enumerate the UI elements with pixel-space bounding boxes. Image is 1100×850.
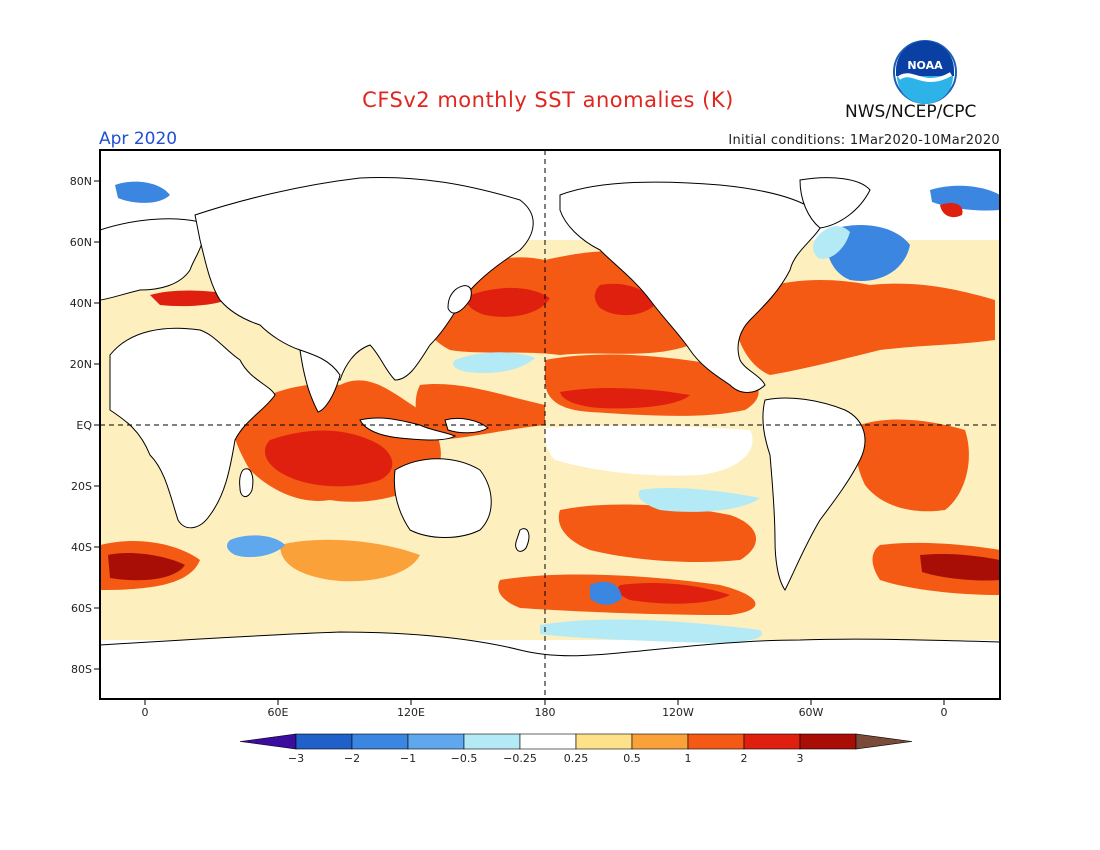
anomaly-warm-south-atlantic [855,419,969,512]
land-new-zealand [515,528,530,552]
anomaly-strong-warm-central-pacific [560,388,690,409]
lat-label-20n: 20N [70,358,92,371]
land-antarctica [100,631,1000,699]
logo-text: NOAA [907,59,943,72]
initial-conditions-label: Initial conditions: 1Mar2020-10Mar2020 [728,133,1000,148]
land-new-guinea [444,417,489,434]
anomaly-strong-warm-southern-ocean-west [108,553,185,581]
anomaly-cold-north-atlantic [826,225,910,281]
continents [100,177,1000,699]
anomaly-cool-south-pacific [638,487,760,512]
axis-ticks [94,180,945,705]
noaa-logo: NOAA [893,40,957,104]
colorbar-label: −0.5 [451,752,478,765]
anomaly-neutral-equatorial-pacific [545,425,753,476]
colorbar-segment [407,733,465,750]
colorbar-segment [463,733,521,750]
land-africa [109,327,276,529]
valid-month-label: Apr 2020 [99,129,178,149]
colorbar-segment [351,733,409,750]
anomaly-strong-warm-north-pacific [466,287,550,317]
anomaly-strong-warm-north-pacific-east [594,283,655,316]
lon-label-120w: 120W [662,706,694,719]
lat-label-60s: 60S [71,602,92,615]
colorbar-label: 2 [741,752,748,765]
colorbar-segment [743,733,801,750]
lat-label-20s: 20S [71,480,92,493]
land-europe [100,218,204,301]
lon-label-0-right: 0 [941,706,948,719]
anomaly-strong-warm-southern-ocean-pacific [617,583,730,604]
latitude-labels: 80N 60N 40N 20N EQ 20S 40S 60S 80S [70,175,93,676]
land-south-america [762,397,866,591]
colorbar-label: 1 [685,752,692,765]
colorbar-label: −0.25 [503,752,537,765]
land-madagascar [239,468,254,497]
land-india [299,349,341,413]
organization-label: NWS/NCEP/CPC [845,102,977,122]
anomaly-warm-southeast-pacific [558,504,757,562]
colorbar-label: −2 [344,752,360,765]
colorbar-label: −1 [400,752,416,765]
lon-label-60e: 60E [268,706,289,719]
colorbar-min-arrow [239,733,297,750]
land-greenland [799,177,871,229]
anomaly-slight-cool-north-pacific [453,352,535,374]
colorbar-label: 3 [797,752,804,765]
anomaly-cool-southern-indian [227,535,285,558]
lon-label-60w: 60W [799,706,824,719]
anomaly-strong-warm-southern-ocean-atlantic [920,553,1000,581]
lat-label-80s: 80S [71,663,92,676]
lat-label-eq: EQ [76,419,92,432]
anomaly-warm-north-atlantic [734,280,995,375]
anomaly-warm-europe-seas [150,290,235,307]
lat-label-60n: 60N [70,236,92,249]
anomaly-cold-antarctic-patch [590,581,622,605]
lon-label-0-left: 0 [142,706,149,719]
land-north-america [559,181,826,393]
anomaly-cool-antarctic-band [540,619,762,643]
lat-label-40n: 40N [70,297,92,310]
anomaly-field [100,150,1000,699]
colorbar-segment [295,733,353,750]
colorbar-label: 0.25 [564,752,589,765]
colorbar: −3 −2 −1 −0.5 −0.25 0.25 0.5 1 2 3 [239,733,913,765]
anomaly-cold-arctic-west [115,181,170,203]
lat-label-40s: 40S [71,541,92,554]
colorbar-segment [631,733,689,750]
lon-label-180: 180 [535,706,556,719]
anomaly-warm-arctic-barents [940,203,963,218]
colorbar-segment [575,733,633,750]
colorbar-segment [799,733,857,750]
land-australia [393,458,492,538]
longitude-labels: 0 60E 120E 180 120W 60W 0 [142,706,948,719]
anomaly-slight-cool-north-atlantic [813,226,850,259]
lon-label-120e: 120E [397,706,425,719]
colorbar-segment [519,733,577,750]
colorbar-max-arrow [855,733,913,750]
anomaly-warm-southern-indian [280,539,420,582]
colorbar-label: 0.5 [623,752,641,765]
anomaly-strong-warm-indian-ocean [265,430,393,487]
land-japan [447,285,472,314]
map-title: CFSv2 monthly SST anomalies (K) [362,88,734,112]
colorbar-segment [687,733,745,750]
land-indonesia [359,417,457,441]
colorbar-label: −3 [288,752,304,765]
lat-label-80n: 80N [70,175,92,188]
land-asia [194,177,534,381]
